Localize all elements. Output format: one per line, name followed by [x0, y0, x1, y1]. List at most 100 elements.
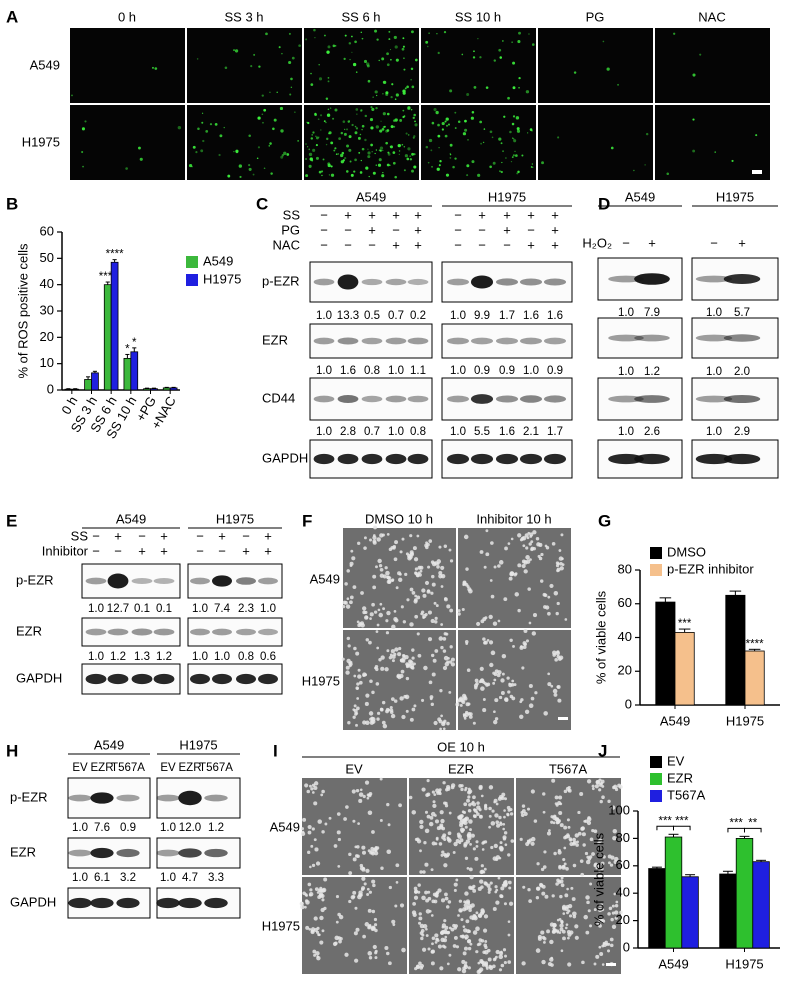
- cell: [355, 788, 360, 793]
- band: [470, 394, 494, 404]
- cell: [569, 914, 573, 918]
- cell-signal: [433, 108, 437, 112]
- cell: [446, 660, 450, 664]
- row-label: GAPDH: [16, 670, 62, 685]
- cell: [492, 681, 496, 685]
- condition-label: H₂O₂: [582, 235, 612, 250]
- cell: [489, 662, 494, 668]
- x-tick-label: H1975: [726, 713, 764, 728]
- cell: [413, 895, 419, 900]
- cell-signal: [334, 147, 337, 150]
- row-label: EZR: [16, 623, 42, 638]
- cell: [542, 937, 547, 941]
- cell-signal: [365, 166, 369, 170]
- cell: [371, 690, 375, 695]
- cell: [391, 919, 396, 924]
- cell: [444, 804, 449, 808]
- cell: [559, 823, 564, 828]
- cell: [345, 604, 351, 609]
- cell: [585, 859, 591, 865]
- cell: [448, 953, 452, 957]
- cell: [519, 714, 524, 720]
- cell: [439, 727, 442, 731]
- cell: [601, 963, 605, 966]
- cell: [466, 833, 471, 838]
- cell: [440, 898, 446, 903]
- cell-signal: [368, 175, 370, 178]
- cell: [483, 641, 487, 645]
- band: [107, 673, 129, 685]
- cell-signal: [401, 143, 404, 146]
- blot-frame: [309, 261, 433, 303]
- error-bar: [92, 370, 98, 373]
- cell-signal: [261, 94, 264, 97]
- cell: [525, 555, 530, 560]
- cell: [463, 900, 467, 904]
- cell: [376, 646, 380, 650]
- cell: [482, 637, 486, 641]
- error-bar: [164, 386, 169, 388]
- sign: −: [196, 528, 204, 543]
- cell: [299, 901, 304, 906]
- cell: [418, 961, 422, 966]
- legend-label: H1975: [203, 271, 241, 286]
- cell: [349, 561, 354, 566]
- cell-signal: [327, 162, 331, 166]
- band: [68, 897, 92, 909]
- cell: [612, 785, 616, 790]
- quantification: 1.2: [110, 651, 126, 663]
- error-bar: [756, 859, 767, 862]
- cell: [320, 793, 324, 797]
- cell-signal: [385, 92, 389, 96]
- cell: [313, 838, 317, 842]
- cell: [314, 847, 319, 852]
- cell: [419, 870, 423, 874]
- cell: [421, 933, 425, 937]
- bar: [648, 868, 666, 949]
- cell: [509, 571, 514, 576]
- cell-signal: [492, 161, 496, 165]
- blot-frame: [81, 563, 181, 599]
- cell: [425, 793, 430, 798]
- cell-signal: [188, 163, 193, 168]
- cell: [522, 645, 527, 650]
- error-bar: [668, 833, 679, 838]
- cell: [570, 886, 574, 890]
- cell: [315, 861, 321, 866]
- cell: [599, 799, 603, 804]
- cell: [522, 544, 526, 548]
- cell-signal: [466, 93, 470, 96]
- cell: [524, 709, 530, 714]
- cell: [552, 688, 558, 694]
- cell: [351, 556, 356, 561]
- cell: [529, 532, 534, 537]
- cell: [395, 881, 399, 884]
- cell: [316, 956, 321, 961]
- cell: [593, 908, 597, 912]
- cell: [465, 899, 470, 904]
- cell: [448, 548, 452, 552]
- row-label: p-EZR: [262, 273, 300, 288]
- cell: [498, 954, 504, 960]
- cell: [453, 841, 458, 847]
- cell: [535, 537, 540, 541]
- cell-signal: [125, 167, 129, 170]
- cell: [404, 572, 408, 576]
- cell: [306, 789, 311, 794]
- cell: [362, 934, 366, 939]
- cell: [509, 807, 513, 812]
- significance: ****: [106, 249, 124, 261]
- cell-signal: [330, 141, 334, 145]
- cell: [551, 778, 556, 783]
- cell: [556, 684, 561, 689]
- cell-signal: [414, 120, 416, 123]
- cell: [445, 632, 449, 636]
- cell: [453, 926, 457, 930]
- cell-signal: [326, 50, 330, 54]
- sign: +: [414, 237, 422, 252]
- band: [236, 628, 256, 636]
- cell-signal: [517, 40, 521, 44]
- cell-signal: [402, 109, 405, 112]
- y-tick-label: 20: [40, 329, 54, 344]
- cell: [557, 698, 562, 703]
